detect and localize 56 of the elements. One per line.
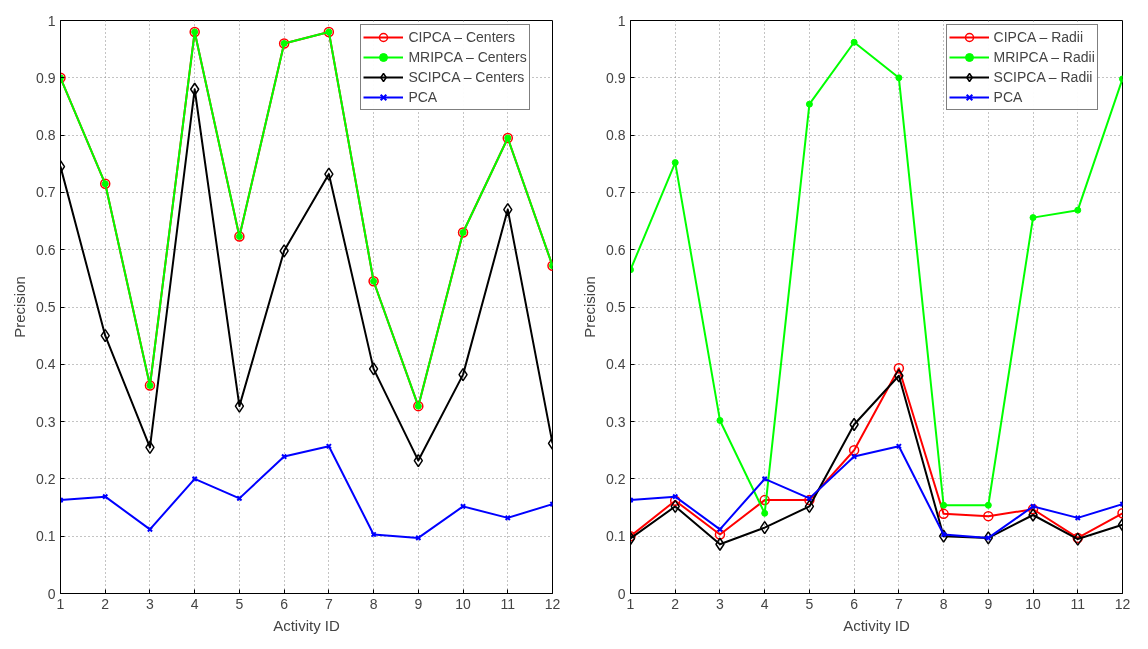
- x-tick-label: 6: [280, 595, 289, 612]
- legend-label: CIPCA – Centers: [408, 29, 515, 45]
- x-tick-label: 8: [939, 595, 948, 612]
- x-tick-label: 10: [1025, 595, 1042, 612]
- y-tick-label: 1: [47, 12, 56, 29]
- y-axis-title: Precision: [581, 276, 599, 338]
- x-tick-label: 8: [369, 595, 378, 612]
- legend-label: PCA: [408, 89, 438, 105]
- x-tick-label: 3: [146, 595, 155, 612]
- x-tick-label: 12: [544, 595, 561, 612]
- legend-label: MRIPCA – Radii: [993, 49, 1095, 65]
- x-tick-label: 2: [101, 595, 110, 612]
- legend-label: CIPCA – Radii: [993, 29, 1084, 45]
- x-tick-label: 3: [716, 595, 725, 612]
- x-tick-label: 7: [894, 595, 903, 612]
- y-axis-title: Precision: [11, 276, 29, 338]
- y-tick-label: 0.1: [606, 528, 626, 545]
- y-tick-label: 0.8: [606, 127, 626, 144]
- x-tick-label: 5: [235, 595, 244, 612]
- y-tick-label: 0.2: [606, 470, 626, 487]
- y-tick-label: 0: [47, 585, 56, 602]
- x-tick-label: 12: [1114, 595, 1131, 612]
- y-tick-label: 0.5: [36, 299, 56, 315]
- y-tick-label: 0.5: [606, 299, 626, 315]
- legend-label: PCA: [993, 89, 1023, 105]
- x-axis-title: Activity ID: [273, 616, 340, 634]
- y-tick-label: 0.8: [36, 127, 56, 144]
- x-tick-label: 11: [500, 595, 516, 612]
- x-tick-label: 9: [414, 595, 423, 612]
- y-tick-label: 0.6: [36, 241, 56, 258]
- y-tick-label: 0.9: [606, 69, 626, 86]
- y-tick-label: 0.7: [606, 184, 626, 201]
- y-tick-label: 1: [617, 12, 626, 29]
- x-tick-label: 10: [455, 595, 472, 612]
- y-tick-label: 0.7: [36, 184, 56, 201]
- y-tick-label: 0.3: [36, 413, 56, 430]
- y-tick-label: 0.2: [36, 470, 56, 487]
- x-tick-label: 4: [190, 595, 199, 612]
- x-tick-label: 6: [850, 595, 859, 612]
- y-tick-label: 0.4: [36, 356, 56, 373]
- y-tick-label: 0.6: [606, 241, 626, 258]
- x-tick-label: 2: [671, 595, 680, 612]
- y-tick-label: 0.3: [606, 413, 626, 430]
- x-tick-label: 4: [760, 595, 769, 612]
- x-tick-label: 9: [984, 595, 993, 612]
- x-tick-label: 5: [805, 595, 814, 612]
- y-tick-label: 0.1: [36, 528, 56, 545]
- legend-label: SCIPCA – Centers: [408, 69, 525, 85]
- y-tick-label: 0.4: [606, 356, 626, 373]
- x-tick-label: 11: [1070, 595, 1086, 612]
- y-tick-label: 0.9: [36, 69, 56, 86]
- x-axis-title: Activity ID: [843, 616, 910, 634]
- x-tick-label: 7: [324, 595, 333, 612]
- legend-label: SCIPCA – Radii: [993, 69, 1093, 85]
- y-tick-label: 0: [617, 585, 626, 602]
- legend-label: MRIPCA – Centers: [408, 49, 527, 65]
